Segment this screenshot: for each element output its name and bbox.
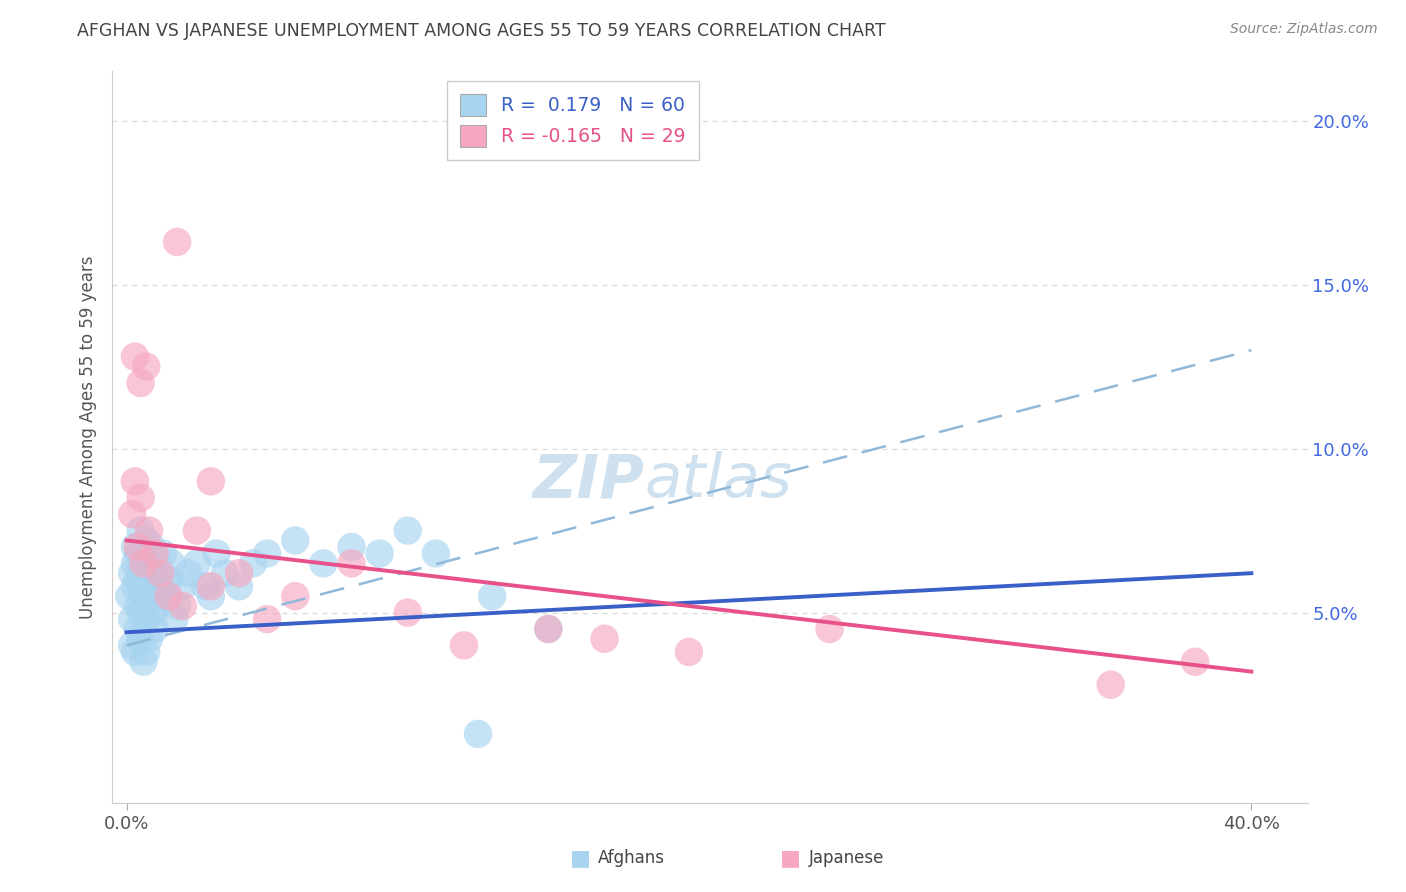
Point <box>121 638 143 652</box>
Point <box>228 566 250 581</box>
Point <box>242 557 264 571</box>
Point <box>593 632 616 646</box>
Point <box>177 566 200 581</box>
Point <box>194 579 217 593</box>
Text: ZIP: ZIP <box>533 451 644 510</box>
Point <box>396 524 419 538</box>
Point <box>537 622 560 636</box>
Point <box>467 727 489 741</box>
Point <box>132 547 155 561</box>
Point <box>127 622 149 636</box>
Point <box>200 579 222 593</box>
Point <box>118 589 141 603</box>
Point <box>121 507 143 521</box>
Point <box>152 547 174 561</box>
Point <box>129 632 152 646</box>
Point <box>340 557 363 571</box>
Point <box>141 540 163 554</box>
Point <box>135 359 157 374</box>
Point <box>149 579 172 593</box>
Point <box>124 350 146 364</box>
Point <box>256 612 278 626</box>
Point <box>143 547 166 561</box>
Point <box>138 589 160 603</box>
Point <box>149 589 172 603</box>
Point <box>127 547 149 561</box>
Point <box>121 612 143 626</box>
Point <box>121 566 143 581</box>
Point <box>155 589 177 603</box>
Point <box>163 612 186 626</box>
Text: Afghans: Afghans <box>598 849 665 867</box>
Point <box>129 524 152 538</box>
Point <box>425 547 447 561</box>
Point <box>205 547 228 561</box>
Point <box>143 622 166 636</box>
Point <box>132 655 155 669</box>
Text: atlas: atlas <box>644 451 792 510</box>
Point <box>124 475 146 489</box>
Text: Japanese: Japanese <box>808 849 884 867</box>
Point <box>127 540 149 554</box>
Point <box>284 589 307 603</box>
Point <box>453 638 475 652</box>
Point <box>256 547 278 561</box>
Point <box>143 606 166 620</box>
Point <box>340 540 363 554</box>
Point <box>284 533 307 548</box>
Point <box>141 606 163 620</box>
Point <box>135 612 157 626</box>
Point <box>678 645 700 659</box>
Point <box>127 573 149 587</box>
Text: AFGHAN VS JAPANESE UNEMPLOYMENT AMONG AGES 55 TO 59 YEARS CORRELATION CHART: AFGHAN VS JAPANESE UNEMPLOYMENT AMONG AG… <box>77 22 886 40</box>
Point <box>132 557 155 571</box>
Point <box>818 622 841 636</box>
Point <box>127 599 149 613</box>
Y-axis label: Unemployment Among Ages 55 to 59 years: Unemployment Among Ages 55 to 59 years <box>79 255 97 619</box>
Text: ■: ■ <box>780 848 801 868</box>
Point <box>124 557 146 571</box>
Point <box>228 579 250 593</box>
Point <box>129 606 152 620</box>
Legend: R =  0.179   N = 60, R = -0.165   N = 29: R = 0.179 N = 60, R = -0.165 N = 29 <box>447 81 699 160</box>
Point <box>160 557 183 571</box>
Point <box>166 599 188 613</box>
Point <box>149 566 172 581</box>
Point <box>537 622 560 636</box>
Point <box>129 563 152 577</box>
Point <box>186 557 208 571</box>
Point <box>124 540 146 554</box>
Point <box>138 557 160 571</box>
Point <box>138 524 160 538</box>
Text: ■: ■ <box>569 848 591 868</box>
Point <box>135 533 157 548</box>
Point <box>200 475 222 489</box>
Point <box>214 566 236 581</box>
Point <box>157 589 180 603</box>
Point <box>312 557 335 571</box>
Point <box>186 524 208 538</box>
Point <box>138 632 160 646</box>
Point <box>166 235 188 249</box>
Point <box>135 645 157 659</box>
Text: Source: ZipAtlas.com: Source: ZipAtlas.com <box>1230 22 1378 37</box>
Point <box>200 589 222 603</box>
Point <box>157 573 180 587</box>
Point <box>172 579 194 593</box>
Point <box>124 579 146 593</box>
Point <box>396 606 419 620</box>
Point <box>146 566 169 581</box>
Point <box>481 589 503 603</box>
Point <box>143 579 166 593</box>
Point <box>1184 655 1206 669</box>
Point <box>124 645 146 659</box>
Point <box>172 599 194 613</box>
Point <box>1099 678 1122 692</box>
Point <box>132 589 155 603</box>
Point <box>135 573 157 587</box>
Point <box>129 491 152 505</box>
Point <box>129 579 152 593</box>
Point <box>129 376 152 390</box>
Point <box>368 547 391 561</box>
